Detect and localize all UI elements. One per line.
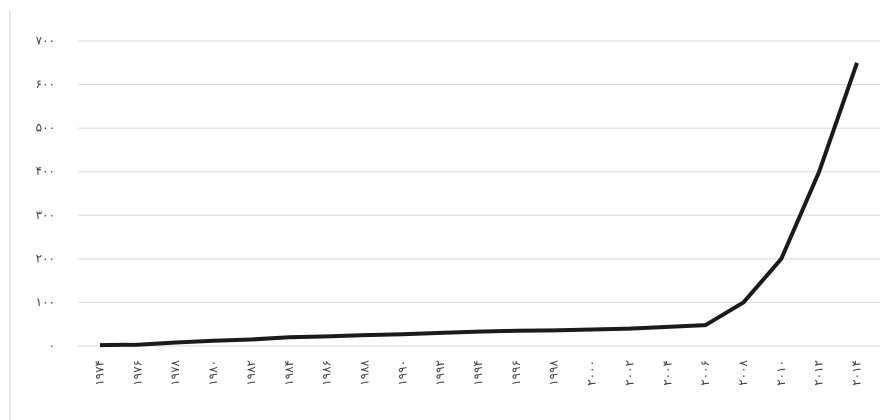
x-tick-label: ۲۰۰۶ (698, 360, 712, 386)
y-tick-label: ۵۰۰ (36, 121, 55, 135)
x-tick-label: ۲۰۰۲ (622, 360, 636, 386)
x-tick-label: ۲۰۰۰ (585, 360, 599, 386)
x-tick-label: ۱۹۷۶ (130, 360, 144, 386)
data-line (99, 62, 859, 348)
x-tick-label: ۱۹۸۴ (282, 360, 296, 386)
y-tick-label: ۳۰۰ (36, 208, 55, 222)
x-tick-label: ۱۹۷۴ (93, 360, 107, 386)
x-tick-label: ۱۹۷۸ (168, 359, 182, 385)
x-tick-label: ۱۹۹۲ (433, 360, 447, 386)
x-tick-label: ۱۹۸۰ (206, 360, 220, 386)
x-tick-label: ۲۰۱۲ (812, 360, 826, 386)
x-tick-label: ۲۰۱۰ (774, 360, 788, 386)
x-tick-label: ۱۹۸۸ (357, 359, 371, 385)
y-tick-label: ۶۰۰ (36, 77, 55, 91)
y-tick-label: ۴۰۰ (36, 164, 55, 178)
x-tick-label: ۲۰۱۴ (850, 360, 864, 386)
y-tick-label: ۰ (49, 339, 55, 353)
x-tick-label: ۲۰۰۸ (736, 359, 750, 385)
y-tick-label: ۱۰۰ (36, 295, 55, 309)
x-tick-label: ۱۹۹۸ (547, 359, 561, 385)
y-tick-label: ۷۰۰ (36, 34, 55, 48)
x-tick-label: ۱۹۹۰ (395, 360, 409, 386)
y-tick-label: ۲۰۰ (36, 251, 55, 265)
x-tick-label: ۲۰۰۴ (660, 360, 674, 386)
x-tick-label: ۱۹۹۶ (509, 360, 523, 386)
x-tick-label: ۱۹۹۴ (471, 360, 485, 386)
x-tick-label: ۱۹۸۲ (244, 360, 258, 386)
x-tick-label: ۱۹۸۶ (320, 360, 334, 386)
